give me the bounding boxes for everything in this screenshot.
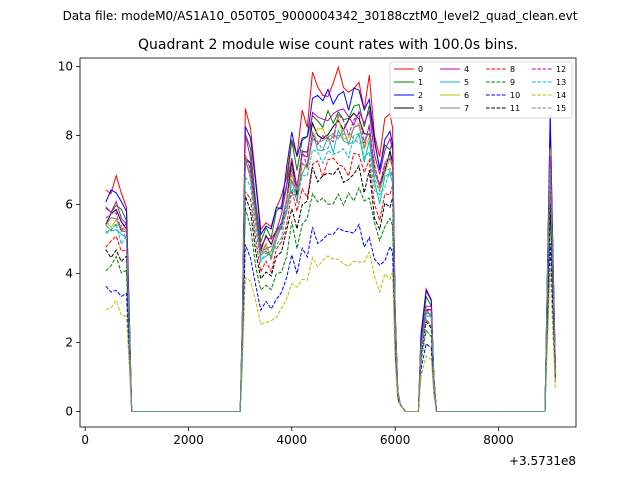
legend-label-14: 14 bbox=[556, 91, 566, 100]
legend-box bbox=[389, 61, 573, 119]
legend-label-11: 11 bbox=[510, 104, 520, 113]
y-tick-label: 10 bbox=[58, 60, 73, 74]
legend-label-2: 2 bbox=[418, 91, 423, 100]
legend-label-8: 8 bbox=[510, 65, 515, 74]
series-line-9 bbox=[105, 186, 556, 412]
x-tick-label: 0 bbox=[81, 433, 89, 447]
legend-label-6: 6 bbox=[464, 91, 469, 100]
x-tick-label: 2000 bbox=[173, 433, 204, 447]
y-axis: 0 2 4 6 8 10 bbox=[58, 60, 80, 418]
legend-label-15: 15 bbox=[556, 104, 566, 113]
y-tick-label: 2 bbox=[65, 336, 73, 350]
legend-label-5: 5 bbox=[464, 78, 469, 87]
series-line-13 bbox=[105, 132, 556, 412]
chart-suptitle: Data file: modeM0/AS1A10_050T05_90000043… bbox=[63, 9, 578, 23]
legend-label-3: 3 bbox=[418, 104, 423, 113]
y-tick-label: 6 bbox=[65, 198, 73, 212]
series-line-12 bbox=[105, 112, 556, 412]
x-offset-label: +3.5731e8 bbox=[509, 454, 576, 468]
y-tick-label: 8 bbox=[65, 129, 73, 143]
legend-label-10: 10 bbox=[510, 91, 520, 100]
legend-label-9: 9 bbox=[510, 78, 515, 87]
legend-label-1: 1 bbox=[418, 78, 423, 87]
series-line-14 bbox=[105, 250, 556, 412]
legend-label-0: 0 bbox=[418, 65, 423, 74]
series-line-11 bbox=[105, 164, 556, 412]
legend-label-7: 7 bbox=[464, 104, 469, 113]
plot-frame bbox=[79, 57, 577, 428]
x-tick-label: 4000 bbox=[277, 433, 308, 447]
legend-label-12: 12 bbox=[556, 65, 566, 74]
series-layer bbox=[105, 65, 556, 412]
y-tick-label: 0 bbox=[65, 404, 73, 418]
legend-label-4: 4 bbox=[464, 65, 469, 74]
x-axis: 0 2000 4000 6000 8000 bbox=[81, 427, 514, 447]
x-tick-label: 8000 bbox=[483, 433, 514, 447]
chart-title: Quadrant 2 module wise count rates with … bbox=[138, 37, 518, 53]
series-line-15 bbox=[105, 130, 556, 412]
series-line-10 bbox=[105, 223, 556, 412]
x-tick-label: 6000 bbox=[380, 433, 411, 447]
y-tick-label: 4 bbox=[65, 267, 73, 281]
legend-label-13: 13 bbox=[556, 78, 566, 87]
